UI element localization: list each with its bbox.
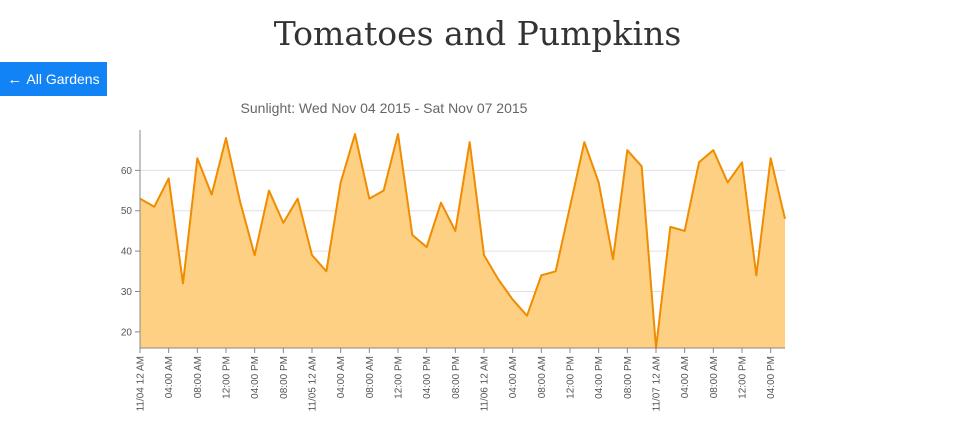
series-line [139,133,786,349]
page-title: Tomatoes and Pumpkins [273,14,682,53]
x-tick-label: 11/04 12 AM [136,356,147,411]
left-arrow-icon: ← [7,70,23,88]
x-tick-label: 04:00 AM [164,356,175,398]
all-gardens-label: All Gardens [26,71,100,87]
x-tick-label: 11/06 12 AM [480,356,491,411]
x-tick-label: 08:00 PM [623,356,634,399]
x-tick-label: 12:00 PM [566,356,577,399]
axis-layer: 20 30 40 50 60 11/04 12 AM 04:00 AM 08:00 AM 12:… [121,130,785,411]
x-tick-label: 04:00 AM [680,356,691,398]
y-tick-label: 20 [121,327,133,338]
x-tick-label: 04:00 AM [508,356,519,398]
x-tick-label: 08:00 PM [279,356,290,399]
x-tick-label: 08:00 AM [537,356,548,398]
x-tick-label: 12:00 PM [222,356,233,399]
all-gardens-button[interactable]: ← All Gardens [0,62,107,96]
area-fill [140,134,785,348]
x-tick-label: 04:00 PM [250,356,261,399]
x-tick-label: 08:00 AM [365,356,376,398]
x-tick-label: 12:00 PM [738,356,749,399]
x-tick-label: 08:00 AM [193,356,204,398]
x-tick-label: 11/05 12 AM [308,356,319,411]
x-tick-label: 04:00 PM [766,356,777,399]
y-tick-label: 60 [121,166,133,177]
x-tick-label: 04:00 AM [336,356,347,398]
area-layer [139,133,786,349]
chart-title: Sunlight: Wed Nov 04 2015 - Sat Nov 07 2… [241,100,528,116]
x-tick-label: 12:00 PM [394,356,405,399]
x-tick-label: 08:00 AM [709,356,720,398]
x-tick-label: 04:00 PM [422,356,433,399]
x-tick-label: 04:00 PM [594,356,605,399]
x-tick-label: 08:00 PM [451,356,462,399]
y-tick-label: 30 [121,287,133,298]
y-tick-label: 40 [121,247,133,258]
y-tick-label: 50 [121,206,133,217]
x-tick-label: 11/07 12 AM [652,356,663,411]
